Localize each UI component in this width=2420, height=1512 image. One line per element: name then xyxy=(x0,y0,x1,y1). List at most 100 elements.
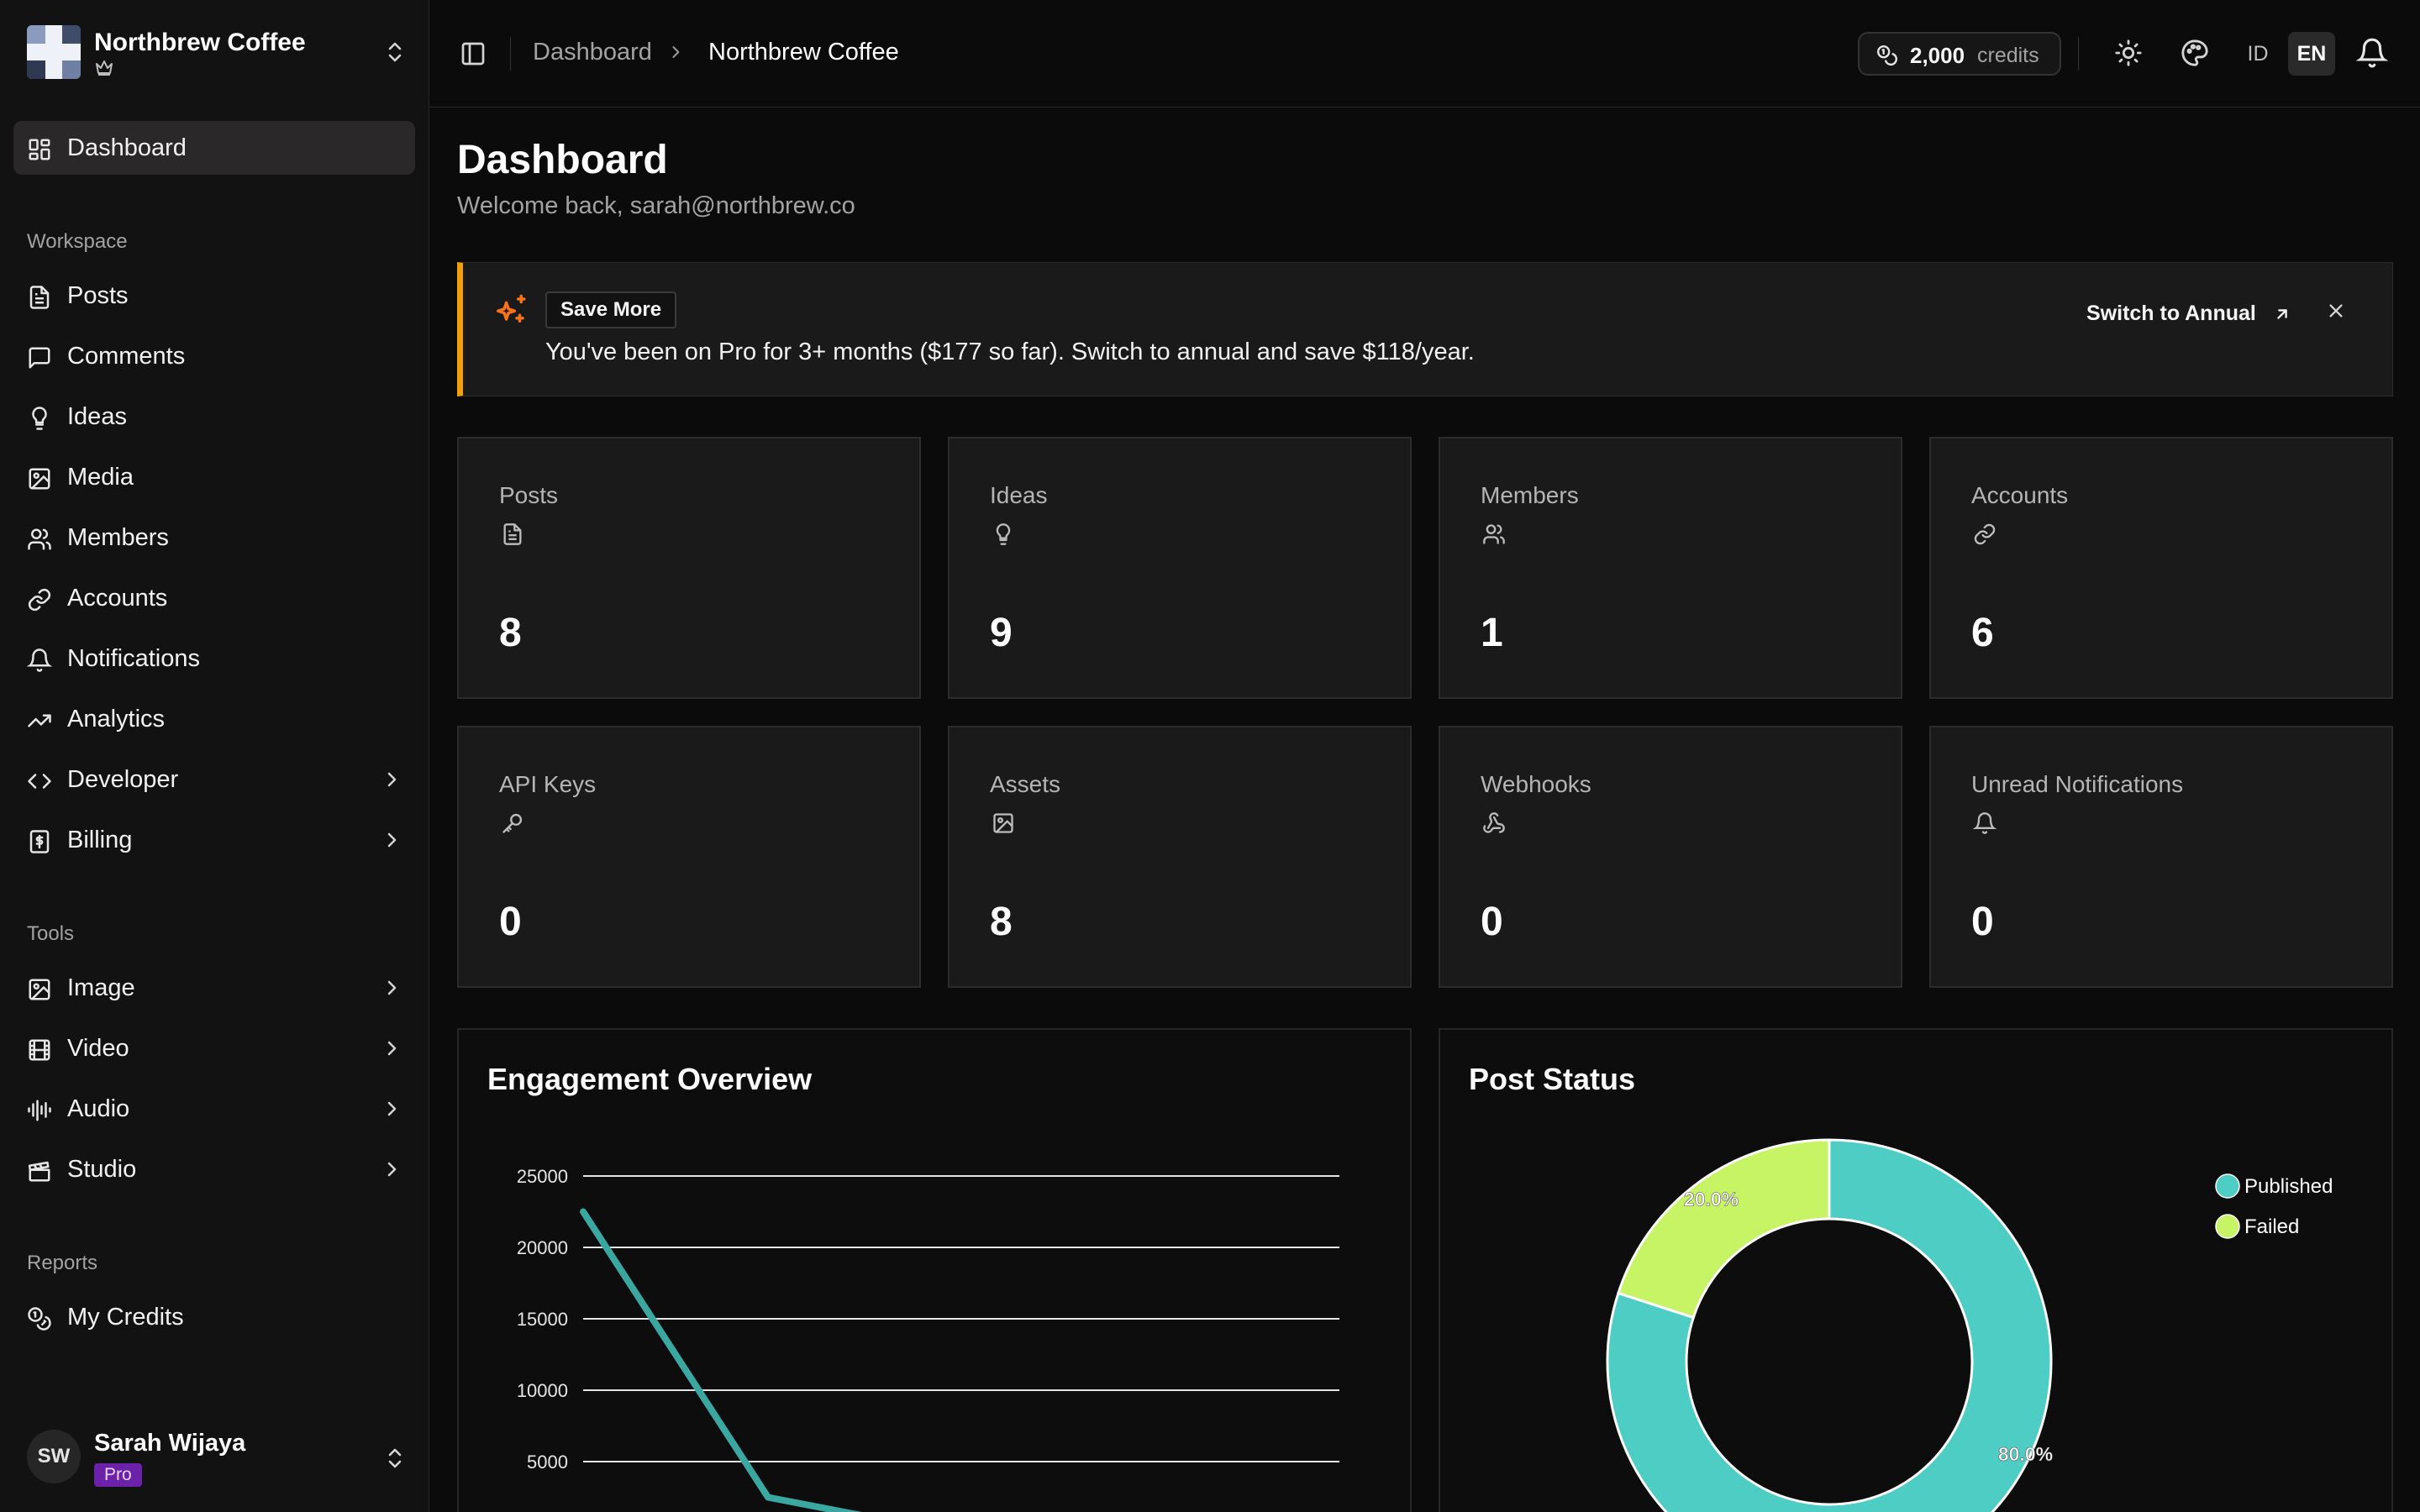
image-icon xyxy=(27,466,52,491)
chevron-right-icon xyxy=(381,1038,402,1058)
y-tick-label: 5000 xyxy=(527,1452,568,1473)
sidebar-item-video[interactable]: Video xyxy=(13,1021,415,1075)
sidebar-item-label: Audio xyxy=(67,1095,130,1122)
upgrade-banner: Save More You've been on Pro for 3+ mont… xyxy=(457,262,2393,396)
stat-card-assets[interactable]: Assets 8 xyxy=(948,726,1412,988)
sidebar-item-label: Comments xyxy=(67,343,186,370)
sidebar-item-label: Notifications xyxy=(67,645,200,672)
language-option-en[interactable]: EN xyxy=(2288,32,2335,76)
pie-slice-failed[interactable] xyxy=(1617,1138,1831,1320)
legend-swatch xyxy=(2215,1173,2240,1199)
slice-label: 20.0% xyxy=(1684,1189,1739,1210)
sidebar-item-members[interactable]: Members xyxy=(13,511,415,564)
sidebar-item-audio[interactable]: Audio xyxy=(13,1082,415,1136)
engagement-line-chart: 5000 10000 15000 20000 25000 xyxy=(517,1166,1339,1512)
avatar: SW xyxy=(27,1430,81,1483)
sidebar-item-label: Video xyxy=(67,1035,129,1062)
stat-label: Webhooks xyxy=(1481,771,1591,797)
stat-card-ideas[interactable]: Ideas 9 xyxy=(948,437,1412,699)
stat-card-api-keys[interactable]: API Keys 0 xyxy=(457,726,921,988)
sun-icon[interactable] xyxy=(2114,39,2143,67)
breadcrumb-dashboard[interactable]: Dashboard xyxy=(533,39,652,66)
y-tick-label: 20000 xyxy=(517,1237,568,1258)
sidebar-item-label: Ideas xyxy=(67,403,127,430)
close-icon[interactable] xyxy=(2327,302,2345,320)
workspace-switcher[interactable]: Northbrew Coffee xyxy=(27,24,405,81)
sidebar-item-analytics[interactable]: Analytics xyxy=(13,692,415,746)
section-title-workspace: Workspace xyxy=(27,230,128,253)
sidebar-toggle-icon[interactable] xyxy=(460,40,487,67)
dashboard-icon xyxy=(27,137,52,162)
coins-icon xyxy=(27,1306,52,1331)
legend-label[interactable]: Published xyxy=(2244,1175,2333,1198)
divider xyxy=(2078,37,2079,71)
bell-icon xyxy=(27,648,52,673)
stat-label: Accounts xyxy=(1971,482,2069,508)
sidebar-item-label: Developer xyxy=(67,766,179,793)
stat-value: 1 xyxy=(1481,611,1503,655)
y-tick-label: 10000 xyxy=(517,1380,568,1401)
chevron-right-icon xyxy=(381,769,402,790)
stat-card-accounts[interactable]: Accounts 6 xyxy=(1929,437,2393,699)
image-icon xyxy=(992,811,1015,835)
language-option-id[interactable]: ID xyxy=(2247,41,2269,66)
sidebar-item-dashboard[interactable]: Dashboard xyxy=(13,121,415,175)
sidebar-item-label: Image xyxy=(67,974,135,1001)
file-text-icon xyxy=(501,522,524,546)
sidebar-item-posts[interactable]: Posts xyxy=(13,269,415,323)
palette-icon[interactable] xyxy=(2181,39,2209,67)
chevrons-up-down-icon xyxy=(385,1446,405,1470)
sidebar-item-label: Members xyxy=(67,524,169,551)
stat-card-webhooks[interactable]: Webhooks 0 xyxy=(1439,726,1902,988)
page-subtitle: Welcome back, sarah@northbrew.co xyxy=(457,192,855,219)
stat-value: 6 xyxy=(1971,611,1994,655)
sidebar-item-accounts[interactable]: Accounts xyxy=(13,571,415,625)
y-tick-label: 25000 xyxy=(517,1166,568,1187)
sidebar-item-my-credits[interactable]: My Credits xyxy=(13,1290,415,1344)
data-point xyxy=(767,1497,769,1498)
sidebar-item-comments[interactable]: Comments xyxy=(13,329,415,383)
page-title: Dashboard xyxy=(457,138,668,182)
sidebar-item-label: My Credits xyxy=(67,1304,184,1331)
switch-to-annual-button[interactable]: Switch to Annual xyxy=(2086,302,2291,326)
sidebar-item-developer[interactable]: Developer xyxy=(13,753,415,806)
credits-amount: 2,000 xyxy=(1910,43,1965,68)
stat-card-members[interactable]: Members 1 xyxy=(1439,437,1902,699)
engagement-overview-panel: Engagement Overview 5000 10000 15000 20000 2… xyxy=(457,1028,1412,1512)
stat-card-posts[interactable]: Posts 8 xyxy=(457,437,921,699)
sidebar-item-label: Dashboard xyxy=(67,134,187,161)
sidebar-item-studio[interactable]: Studio xyxy=(13,1142,415,1196)
image-icon xyxy=(27,977,52,1002)
post-status-panel: Post Status 80.0% 20.0% Published Failed xyxy=(1439,1028,2393,1512)
sidebar-item-ideas[interactable]: Ideas xyxy=(13,390,415,444)
user-menu[interactable]: SW Sarah Wijaya Pro xyxy=(27,1426,405,1490)
legend-label[interactable]: Failed xyxy=(2244,1215,2299,1238)
coins-icon xyxy=(1876,45,1898,66)
sidebar-item-label: Analytics xyxy=(67,706,166,732)
plan-badge: Pro xyxy=(94,1463,142,1487)
y-tick-label: 15000 xyxy=(517,1309,568,1330)
chevron-right-icon xyxy=(381,830,402,850)
sidebar-item-image[interactable]: Image xyxy=(13,961,415,1015)
users-icon xyxy=(27,527,52,552)
workspace-logo xyxy=(27,25,81,79)
receipt-icon xyxy=(27,829,52,854)
link-icon xyxy=(1973,522,1996,546)
sidebar-item-label: Billing xyxy=(67,827,133,853)
credits-button[interactable]: 2,000 credits xyxy=(1858,32,2061,76)
sidebar-item-billing[interactable]: Billing xyxy=(13,813,415,867)
switch-to-annual-label: Switch to Annual xyxy=(2086,302,2256,325)
bell-icon[interactable] xyxy=(2356,37,2388,69)
file-text-icon xyxy=(27,285,52,310)
pie-slice-published[interactable] xyxy=(1606,1138,2053,1512)
stat-label: Posts xyxy=(499,482,559,508)
stat-label: Ideas xyxy=(990,482,1048,508)
stat-card-unread-notifications[interactable]: Unread Notifications 0 xyxy=(1929,726,2393,988)
legend-swatch xyxy=(2215,1214,2240,1239)
code-icon xyxy=(27,769,52,794)
sidebar-item-notifications[interactable]: Notifications xyxy=(13,632,415,685)
sidebar-item-media[interactable]: Media xyxy=(13,450,415,504)
sidebar-item-label: Accounts xyxy=(67,585,168,612)
sidebar-item-label: Posts xyxy=(67,282,129,309)
sidebar-item-label: Studio xyxy=(67,1156,137,1183)
